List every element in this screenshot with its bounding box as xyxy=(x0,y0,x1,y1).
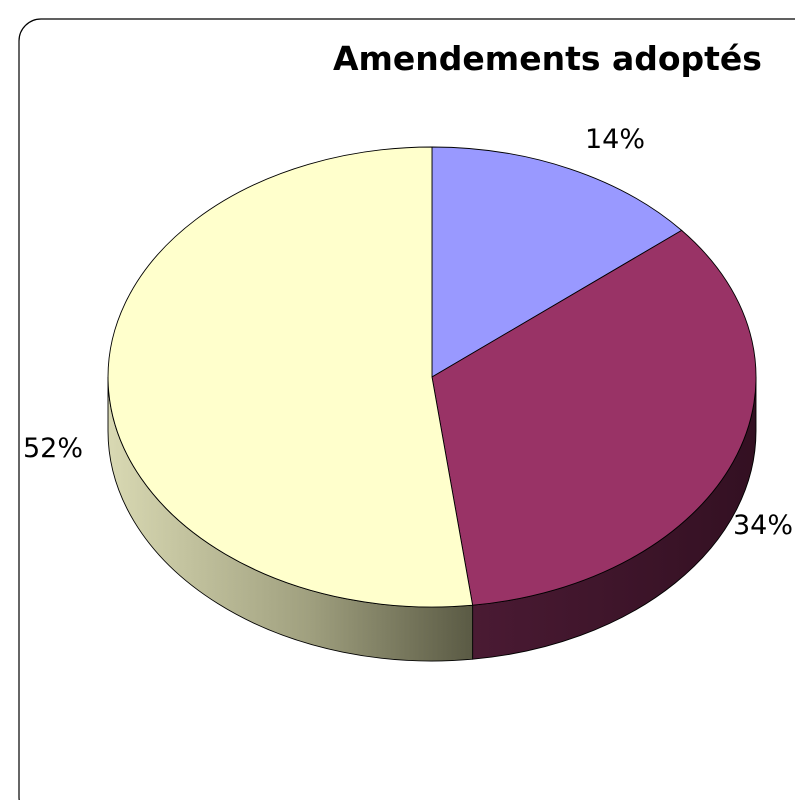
data-label-2: 52% xyxy=(23,433,83,464)
data-label-1: 34% xyxy=(733,510,793,541)
chart-title: Amendements adoptés xyxy=(333,39,762,78)
pie-slice-2 xyxy=(107,146,474,608)
data-label-0: 14% xyxy=(585,124,645,155)
pie-slice-0 xyxy=(431,146,683,378)
pie-slice-1 xyxy=(431,229,757,606)
pie-slices xyxy=(107,146,757,608)
